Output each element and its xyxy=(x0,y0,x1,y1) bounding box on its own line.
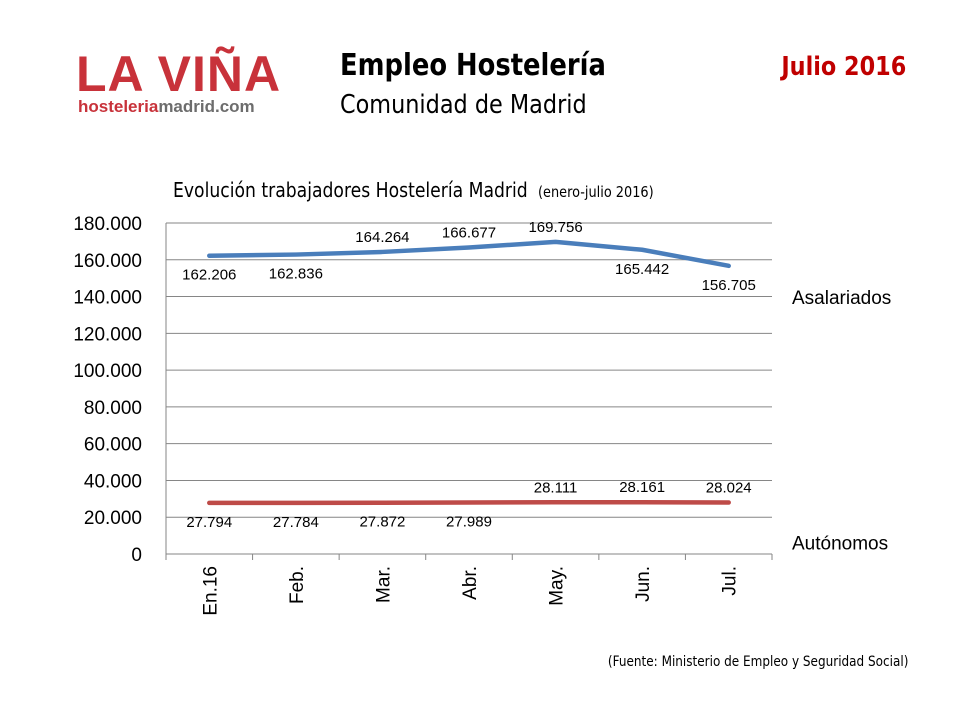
x-tick-label: Jun. xyxy=(633,566,654,602)
source-note: (Fuente: Ministerio de Empleo y Segurida… xyxy=(607,654,908,670)
y-tick-label: 60.000 xyxy=(84,435,142,456)
page-subtitle: Comunidad de Madrid xyxy=(340,90,587,120)
data-label: 165.442 xyxy=(615,261,669,278)
data-label: 28.024 xyxy=(706,479,752,496)
y-tick-label: 80.000 xyxy=(84,398,142,419)
series-label: Autónomos xyxy=(792,533,888,554)
x-tick-label: Jul. xyxy=(720,566,741,596)
data-label: 27.989 xyxy=(446,514,492,531)
series-line-asalariados xyxy=(207,239,731,269)
data-label: 169.756 xyxy=(528,219,582,236)
chart-title-text: Evolución trabajadores Hostelería Madrid xyxy=(173,178,528,202)
data-label: 28.111 xyxy=(534,479,578,496)
x-tick-label: Abr. xyxy=(460,566,481,600)
y-tick-label: 0 xyxy=(131,545,142,566)
report-date: Julio 2016 xyxy=(781,52,906,82)
chart-title: Evolución trabajadores Hostelería Madrid… xyxy=(173,178,654,202)
data-label: 162.836 xyxy=(269,266,323,283)
data-label: 27.794 xyxy=(186,514,232,531)
logo-url-a: hosteleria xyxy=(78,97,159,116)
x-tick-label: May. xyxy=(547,566,568,606)
y-tick-label: 100.000 xyxy=(73,361,142,382)
x-tick-label: Mar. xyxy=(373,566,394,603)
logo-url: hosteleriamadrid.com xyxy=(78,98,255,116)
logo-text: LA VIÑA xyxy=(76,46,282,102)
page-title: Empleo Hostelería xyxy=(340,48,606,83)
series-label: Asalariados xyxy=(792,288,891,309)
data-label: 162.206 xyxy=(182,267,236,284)
x-tick-label: Feb. xyxy=(287,566,308,604)
y-tick-label: 120.000 xyxy=(73,324,142,345)
y-tick-label: 160.000 xyxy=(73,251,142,272)
y-tick-label: 180.000 xyxy=(73,214,142,235)
chart-subtitle: (enero-julio 2016) xyxy=(538,183,654,201)
data-label: 27.784 xyxy=(273,514,319,531)
data-label: 164.264 xyxy=(355,229,409,246)
x-tick-label: En.16 xyxy=(200,566,221,616)
y-tick-label: 20.000 xyxy=(84,508,142,529)
logo-url-b: madrid.com xyxy=(158,97,255,116)
data-label: 166.677 xyxy=(442,224,496,241)
y-tick-label: 140.000 xyxy=(73,288,142,309)
data-label: 28.161 xyxy=(619,479,665,496)
y-tick-label: 40.000 xyxy=(84,471,142,492)
data-label: 156.705 xyxy=(702,277,756,294)
data-label: 27.872 xyxy=(359,514,405,531)
series-line-autonomos xyxy=(207,499,731,506)
